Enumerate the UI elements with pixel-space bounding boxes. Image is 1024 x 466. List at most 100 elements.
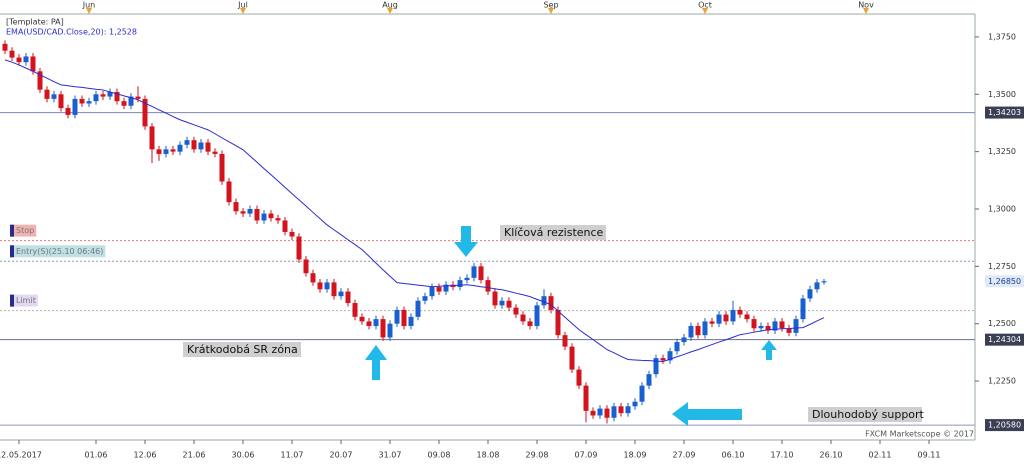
x-tick-label: 17.10	[771, 451, 794, 460]
candle-body	[667, 351, 673, 361]
x-tick-label: 18.09	[624, 451, 647, 460]
annotation-box	[500, 225, 606, 240]
candle-body	[254, 208, 260, 221]
arrow-up	[365, 345, 387, 380]
candle-body	[149, 126, 155, 150]
candle-body	[331, 282, 337, 297]
annotation: Krátkodobá SR zóna	[187, 343, 298, 356]
candle-body	[352, 303, 358, 317]
candle-body	[541, 296, 547, 306]
candle-body	[268, 213, 274, 219]
candle-body	[436, 286, 442, 292]
candle-body	[429, 286, 435, 297]
indicator-label: EMA(USD/CAD.Close,20): 1,2528	[6, 28, 137, 37]
month-marker	[387, 8, 393, 14]
ema-line	[4, 59, 825, 363]
candle-body	[191, 140, 197, 150]
candle-body	[30, 56, 36, 72]
candle-body	[184, 140, 190, 145]
order-label: Limit	[16, 296, 36, 305]
candle-body	[359, 316, 365, 322]
candle-body	[653, 358, 659, 375]
candle-body	[58, 94, 64, 109]
arrow-up	[761, 340, 777, 360]
month-label: Sep	[543, 1, 558, 10]
candle-body	[744, 314, 750, 320]
candle-body	[303, 259, 309, 274]
candle-body	[261, 213, 267, 221]
order-marker	[10, 245, 14, 258]
annotation-box	[183, 342, 301, 357]
level-label: 1,24304	[988, 335, 1021, 344]
month-marker	[702, 8, 708, 14]
candle-body	[72, 98, 78, 115]
x-tick-label: 09.11	[918, 451, 941, 460]
candle-body	[317, 282, 323, 290]
candle-body	[415, 300, 421, 317]
annotation-box	[808, 407, 922, 422]
month-label: Aug	[382, 1, 398, 10]
candle-body	[611, 406, 617, 418]
order-box	[14, 224, 37, 237]
candle-body	[366, 321, 372, 326]
candle-body	[443, 284, 449, 292]
x-tick-label: 29.08	[526, 451, 549, 460]
month-marker	[86, 8, 92, 14]
y-tick-label: 1,2500	[988, 319, 1016, 328]
candle-body	[107, 91, 113, 97]
y-tick-label: 1,3000	[988, 204, 1016, 213]
x-tick-label: 18.08	[477, 451, 500, 460]
candle-body	[282, 220, 288, 232]
order-box	[14, 294, 38, 307]
candle-body	[51, 94, 57, 99]
month-marker	[863, 8, 869, 14]
candle-body	[639, 385, 645, 402]
x-tick-label: 21.06	[183, 451, 206, 460]
candle-body	[233, 202, 239, 212]
candle-body	[457, 280, 463, 287]
candle-body	[79, 98, 85, 104]
candle-body	[716, 314, 722, 324]
candle-body	[513, 307, 519, 315]
y-tick-label: 1,3500	[988, 90, 1016, 99]
candle-body	[534, 305, 540, 326]
x-tick-label: 02.11	[869, 451, 892, 460]
x-tick-label: 30.06	[232, 451, 255, 460]
candle-body	[702, 321, 708, 336]
candle-body	[86, 101, 92, 104]
candle-body	[660, 358, 666, 361]
level-label: 1,34203	[988, 108, 1021, 117]
candle-body	[492, 291, 498, 306]
x-tick-label: 09.08	[428, 451, 451, 460]
candle-body	[674, 342, 680, 352]
x-tick-label: 12.05.2017	[0, 451, 42, 460]
order-marker	[10, 294, 14, 307]
template-label: [Template: PA]	[6, 18, 64, 27]
candle-body	[499, 300, 505, 306]
candle-body	[786, 328, 792, 333]
candle-body	[324, 282, 330, 290]
candle-body	[464, 277, 470, 281]
candle-body	[548, 296, 554, 310]
candle-body	[576, 369, 582, 386]
candle-body	[23, 56, 29, 63]
x-tick-label: 12.06	[134, 451, 157, 460]
month-label: Jun	[82, 1, 96, 10]
candle-body	[646, 374, 652, 386]
candle-body	[247, 208, 253, 214]
candle-body	[163, 149, 169, 154]
annotation: Klíčová rezistence	[504, 226, 604, 239]
candle-body	[212, 151, 218, 154]
candle-body	[681, 337, 687, 343]
level-box	[985, 333, 1024, 346]
candle-body	[135, 96, 141, 99]
candle-body	[156, 149, 162, 154]
candle-body	[478, 266, 484, 281]
annotation: Dlouhodobý support	[812, 408, 925, 421]
candle-body	[408, 316, 414, 326]
candle-body	[93, 94, 99, 102]
month-label: Nov	[858, 1, 874, 10]
candle-body	[506, 300, 512, 308]
month-marker	[548, 8, 554, 14]
